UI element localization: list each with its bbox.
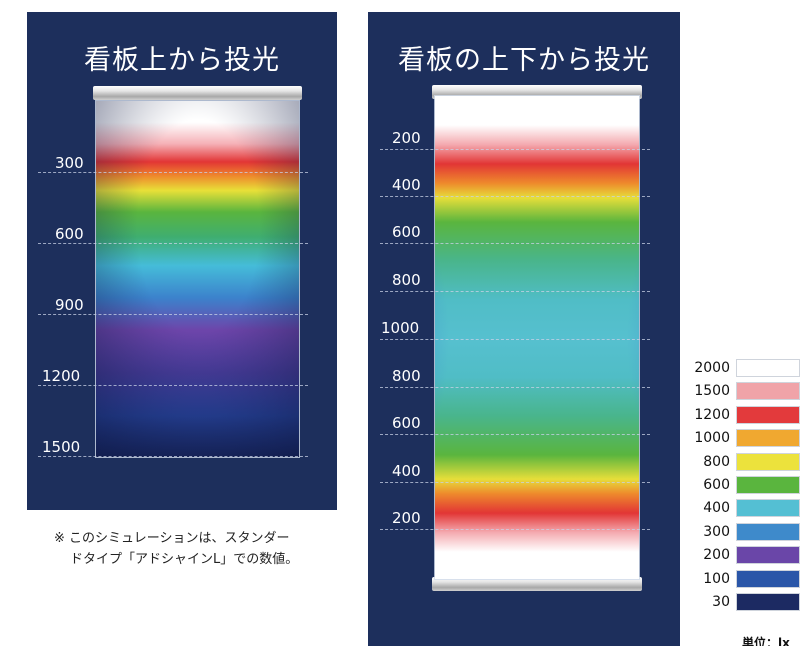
legend-row: 30 xyxy=(688,593,800,613)
tick-line xyxy=(380,529,650,530)
bottom-light-fixture-right xyxy=(432,577,642,591)
tick-label: 300 xyxy=(55,154,84,172)
simulation-note: ※ このシミュレーションは、スタンダー ドタイプ「アドシャインL」での数値。 xyxy=(54,528,354,570)
legend-row: 100 xyxy=(688,569,800,590)
tick-line xyxy=(380,387,650,388)
tick-line xyxy=(380,291,650,292)
legend-swatch xyxy=(736,569,800,588)
tick-line xyxy=(38,314,308,315)
legend-row: 1500 xyxy=(688,382,800,402)
tick-label: 400 xyxy=(392,462,421,480)
tick-line xyxy=(38,385,308,386)
note-line: ※ このシミュレーションは、スタンダー xyxy=(54,531,290,546)
tick-line xyxy=(380,243,650,244)
legend-swatch xyxy=(736,452,800,471)
tick-line xyxy=(38,172,308,173)
tick-line xyxy=(380,196,650,197)
note-line: ドタイプ「アドシャインL」での数値。 xyxy=(70,552,299,567)
legend-swatch xyxy=(736,499,800,518)
right-illuminance-map xyxy=(434,95,640,580)
left-illuminance-map xyxy=(95,100,300,458)
tick-label: 600 xyxy=(55,225,84,243)
tick-line xyxy=(38,243,308,244)
tick-label: 800 xyxy=(392,271,421,289)
tick-line xyxy=(380,149,650,150)
legend-label: 1000 xyxy=(694,430,730,447)
tick-line xyxy=(38,456,308,457)
tick-label: 600 xyxy=(392,223,421,241)
legend-label: 30 xyxy=(712,594,730,610)
legend-label: 600 xyxy=(703,477,730,493)
legend-label: 100 xyxy=(703,570,730,587)
tick-label: 200 xyxy=(392,509,421,527)
tick-label: 1500 xyxy=(42,438,81,456)
legend-label: 300 xyxy=(703,523,730,540)
left-panel-title: 看板上から投光 xyxy=(84,45,280,76)
tick-line xyxy=(380,482,650,483)
legend-label: 800 xyxy=(703,453,730,470)
tick-label: 1000 xyxy=(381,319,420,337)
legend-row: 600 xyxy=(688,476,800,496)
tick-line xyxy=(380,434,650,435)
legend-swatch xyxy=(736,593,800,611)
legend-row: 2000 xyxy=(688,359,800,379)
legend-label: 200 xyxy=(703,547,730,564)
tick-label: 400 xyxy=(392,176,421,194)
tick-label: 200 xyxy=(392,129,421,147)
legend-row: 1000 xyxy=(688,429,800,449)
tick-label: 600 xyxy=(392,414,421,432)
legend-swatch xyxy=(736,382,800,401)
legend-row: 200 xyxy=(688,546,800,566)
legend-swatch xyxy=(736,522,800,541)
legend-label: 400 xyxy=(703,500,730,517)
tick-label: 900 xyxy=(55,296,84,314)
tick-line xyxy=(380,339,650,340)
legend-row: 800 xyxy=(688,452,800,473)
legend-swatch xyxy=(736,429,800,448)
legend-unit-label: 単位：lx xyxy=(742,636,790,646)
legend-swatch xyxy=(736,405,800,424)
legend-swatch xyxy=(736,546,800,565)
legend-row: 300 xyxy=(688,522,800,543)
left-heatmap-graphic xyxy=(96,101,299,457)
right-panel-title: 看板の上下から投光 xyxy=(398,45,650,76)
legend-swatch xyxy=(736,359,800,377)
top-light-fixture-left xyxy=(93,86,302,100)
legend-row: 1200 xyxy=(688,405,800,426)
legend-label: 1500 xyxy=(694,383,730,400)
legend-label: 1200 xyxy=(694,406,730,423)
legend-row: 400 xyxy=(688,499,800,519)
tick-label: 800 xyxy=(392,367,421,385)
legend-swatch xyxy=(736,476,800,494)
tick-label: 1200 xyxy=(42,367,81,385)
right-heatmap-graphic xyxy=(435,96,639,579)
legend-label: 2000 xyxy=(694,360,730,376)
